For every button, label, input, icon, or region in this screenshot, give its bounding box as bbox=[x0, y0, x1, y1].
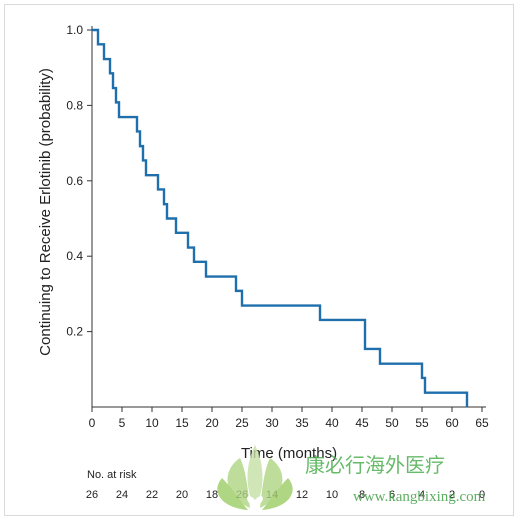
risk-count: 26 bbox=[86, 489, 98, 501]
x-tick-label: 25 bbox=[235, 416, 249, 430]
risk-count: 6 bbox=[389, 489, 395, 501]
tick-labels: 0 5 10 15 20 25 30 35 40 45 50 55 60 65 0.2 0.4 0.6 0.8 1.… bbox=[66, 23, 489, 430]
y-axis-title: Continuing to Receive Erlotinib (probabi… bbox=[37, 68, 54, 356]
x-tick-label: 20 bbox=[205, 416, 219, 430]
x-tick-label: 55 bbox=[415, 416, 429, 430]
y-tick-label: 1.0 bbox=[66, 23, 83, 37]
watermark-url: www.kangbixing.com bbox=[353, 489, 486, 505]
x-tick-label: 10 bbox=[145, 416, 159, 430]
risk-count: 22 bbox=[146, 489, 158, 501]
risk-count: 20 bbox=[176, 489, 188, 501]
watermark: 康必行海外医疗 www.kangbixing.com bbox=[217, 445, 486, 510]
y-tick-label: 0.6 bbox=[66, 174, 83, 188]
risk-count: 2 bbox=[449, 489, 455, 501]
x-tick-label: 0 bbox=[89, 416, 96, 430]
x-axis-title: Time (months) bbox=[241, 445, 337, 462]
axes bbox=[87, 26, 486, 412]
risk-count: 0 bbox=[479, 489, 485, 501]
survival-step-line bbox=[92, 28, 469, 407]
risk-table-title: No. at risk bbox=[87, 469, 137, 481]
x-tick-label: 30 bbox=[265, 416, 279, 430]
x-tick-label: 5 bbox=[119, 416, 126, 430]
lotus-logo-icon bbox=[217, 445, 293, 510]
chart-frame bbox=[4, 4, 514, 516]
x-tick-label: 65 bbox=[475, 416, 489, 430]
risk-count: 18 bbox=[206, 489, 218, 501]
risk-count: 12 bbox=[296, 489, 308, 501]
risk-count: 24 bbox=[116, 489, 128, 501]
risk-count: 10 bbox=[326, 489, 338, 501]
x-tick-label: 35 bbox=[295, 416, 309, 430]
watermark-name: 康必行海外医疗 bbox=[305, 453, 445, 477]
y-tick-label: 0.4 bbox=[66, 249, 83, 263]
x-tick-label: 60 bbox=[445, 416, 459, 430]
x-tick-label: 50 bbox=[385, 416, 399, 430]
y-tick-label: 0.8 bbox=[66, 98, 83, 112]
risk-count: 4 bbox=[419, 489, 425, 501]
x-tick-label: 40 bbox=[325, 416, 339, 430]
risk-count: 8 bbox=[359, 489, 365, 501]
survival-curve bbox=[92, 28, 469, 407]
x-tick-label: 45 bbox=[355, 416, 369, 430]
y-tick-label: 0.2 bbox=[66, 325, 83, 339]
x-tick-label: 15 bbox=[175, 416, 189, 430]
